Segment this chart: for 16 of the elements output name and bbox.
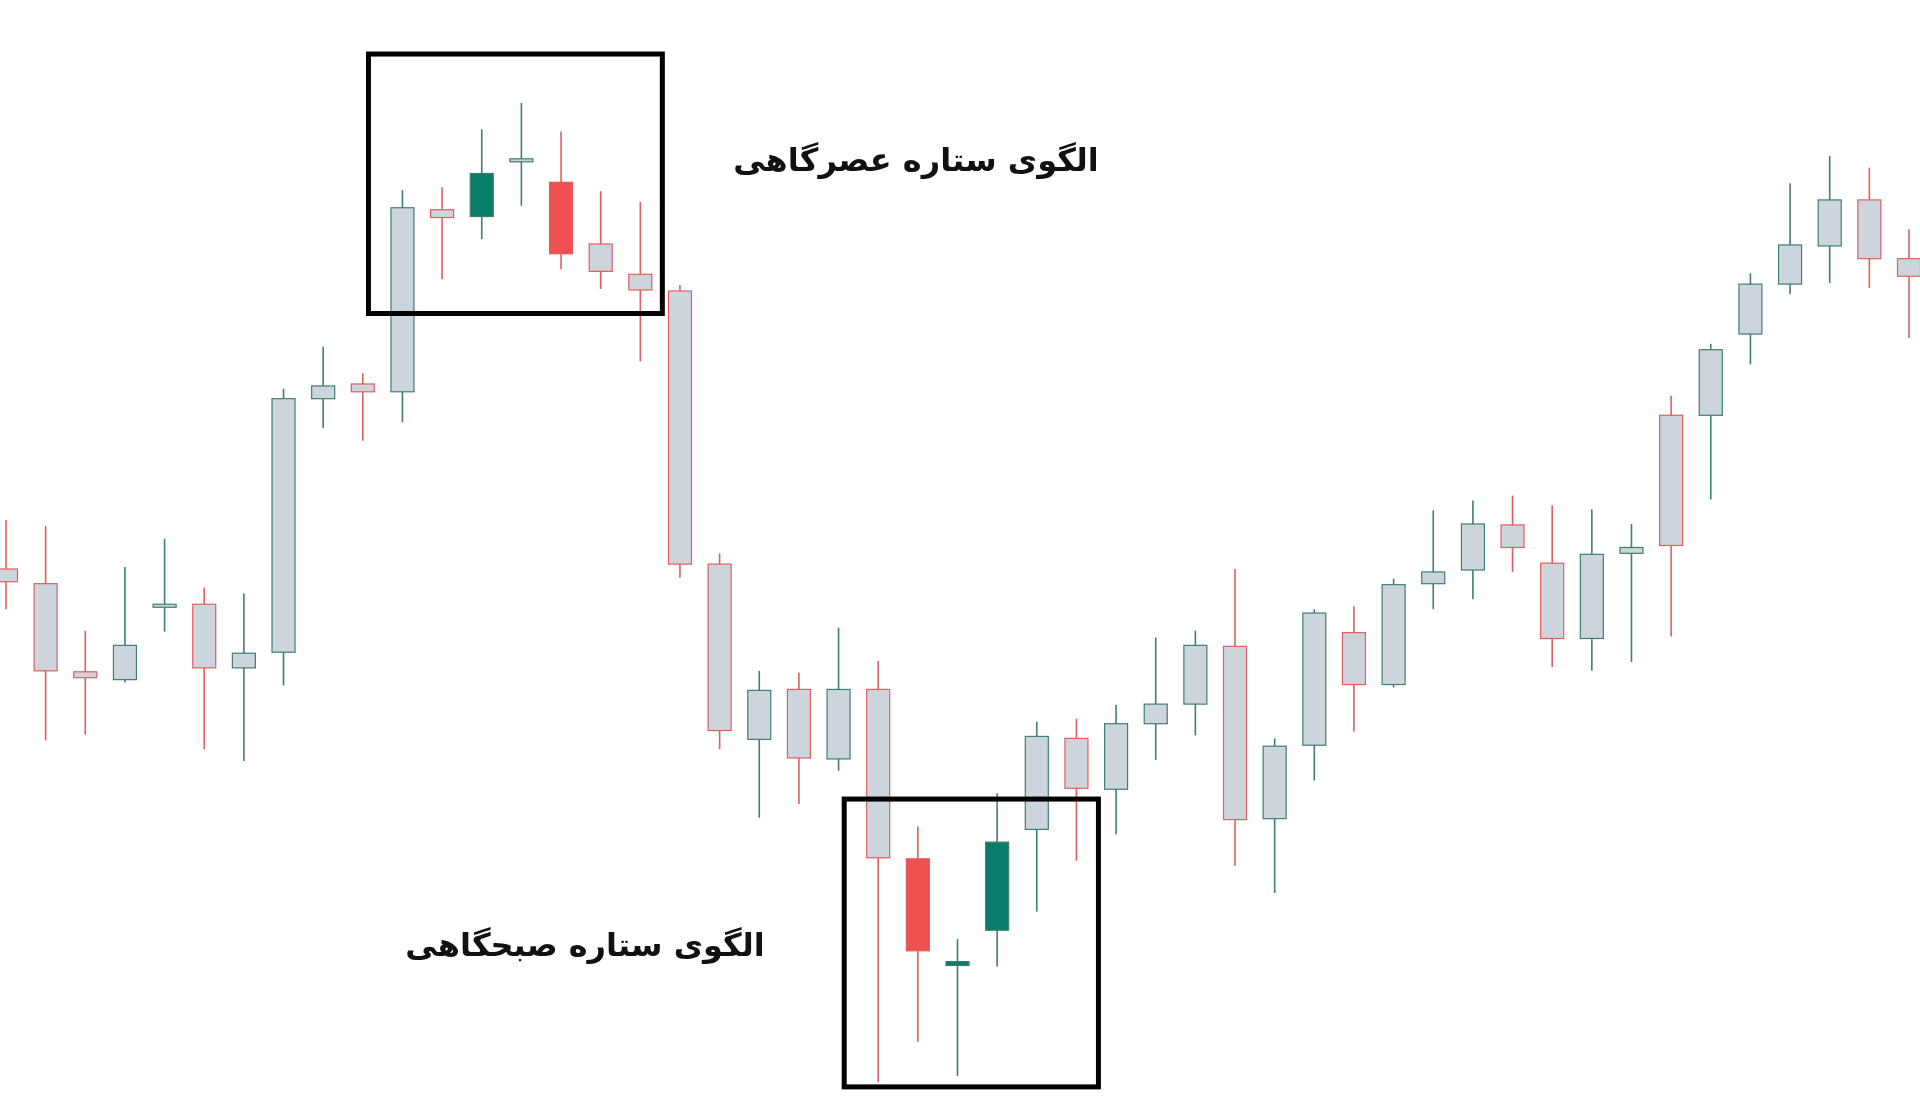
candlestick xyxy=(945,938,970,1077)
annotation: الگوی ستاره صبحگاهی xyxy=(405,926,765,964)
candlestick xyxy=(1421,509,1446,610)
candlestick xyxy=(152,537,177,633)
candlestick xyxy=(1619,523,1644,663)
candlestick xyxy=(73,629,98,736)
candlestick xyxy=(1896,228,1920,339)
candlestick xyxy=(350,372,375,442)
candlestick xyxy=(311,345,336,429)
candlestick xyxy=(628,201,653,363)
annotation: الگوی ستاره عصرگاهی xyxy=(733,141,1099,179)
candlestick xyxy=(1500,494,1525,573)
candlestick xyxy=(430,186,455,281)
candlestick xyxy=(1143,636,1168,761)
candlestick xyxy=(231,592,256,762)
candlestick xyxy=(509,102,534,207)
